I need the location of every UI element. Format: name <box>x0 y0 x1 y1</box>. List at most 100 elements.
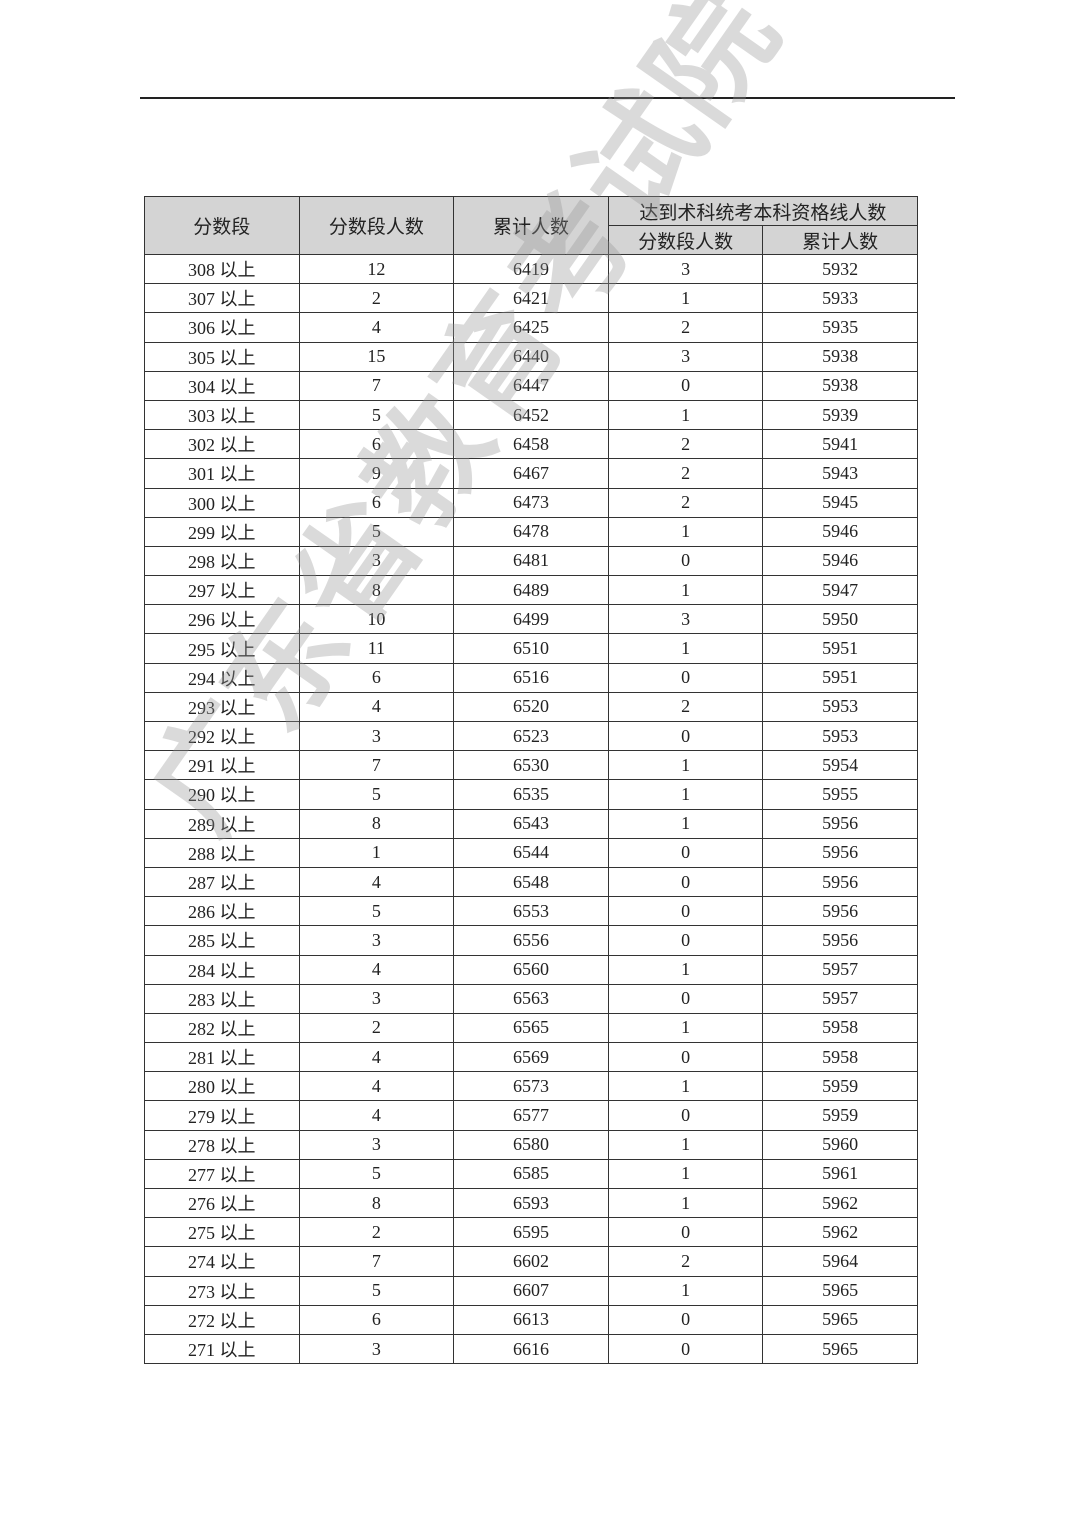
qualified-range-count-cell: 0 <box>607 662 764 693</box>
qualified-cumulative-cell: 5945 <box>762 487 918 518</box>
score-range-cell: 294 以上 <box>144 662 300 693</box>
qualified-range-count-cell: 0 <box>607 370 764 401</box>
score-range-cell: 290 以上 <box>144 779 300 810</box>
score-range-cell: 305 以上 <box>144 341 300 372</box>
qualified-range-count-cell: 0 <box>607 866 764 898</box>
score-range-cell: 287 以上 <box>144 866 300 898</box>
table-row: 290 以上 5 6535 1 5955 <box>144 779 918 810</box>
qualified-cumulative-cell: 5965 <box>762 1304 918 1335</box>
range-count-cell: 8 <box>298 575 455 606</box>
cumulative-count-cell: 6602 <box>453 1246 609 1277</box>
range-count-cell: 2 <box>298 283 455 314</box>
qualified-cumulative-cell: 5946 <box>762 516 918 547</box>
score-range-cell: 285 以上 <box>144 925 300 956</box>
cumulative-count-cell: 6616 <box>453 1333 609 1365</box>
table-row: 284 以上 4 6560 1 5957 <box>144 954 918 985</box>
qualified-range-count-cell: 2 <box>607 312 764 343</box>
score-range-cell: 286 以上 <box>144 896 300 927</box>
range-count-cell: 1 <box>298 837 455 868</box>
score-range-cell: 298 以上 <box>144 545 300 577</box>
range-count-cell: 4 <box>298 866 455 898</box>
qualified-range-count-cell: 1 <box>607 1158 764 1190</box>
qualified-range-count-cell: 1 <box>607 1012 764 1044</box>
table-row: 279 以上 4 6577 0 5959 <box>144 1100 918 1131</box>
table-row: 300 以上 6 6473 2 5945 <box>144 487 918 518</box>
qualified-range-count-cell: 1 <box>607 1129 764 1160</box>
score-range-cell: 274 以上 <box>144 1246 300 1277</box>
range-count-cell: 11 <box>298 633 455 664</box>
score-range-cell: 292 以上 <box>144 720 300 752</box>
qualified-cumulative-cell: 5956 <box>762 808 918 839</box>
score-range-cell: 275 以上 <box>144 1217 300 1248</box>
table-row: 273 以上 5 6607 1 5965 <box>144 1275 918 1306</box>
cumulative-count-cell: 6535 <box>453 779 609 810</box>
cumulative-count-cell: 6577 <box>453 1100 609 1131</box>
cumulative-count-cell: 6520 <box>453 691 609 723</box>
table-row: 307 以上 2 6421 1 5933 <box>144 283 918 314</box>
range-count-cell: 7 <box>298 370 455 401</box>
table-body: 308 以上 12 6419 3 5932 307 以上 2 6421 1 5933 306 以上 4… <box>144 253 918 1365</box>
table-row: 299 以上 5 6478 1 5946 <box>144 516 918 547</box>
cumulative-count-cell: 6548 <box>453 866 609 898</box>
qualified-cumulative-cell: 5965 <box>762 1275 918 1306</box>
qualified-range-count-cell: 0 <box>607 720 764 752</box>
table-row: 291 以上 7 6530 1 5954 <box>144 750 918 781</box>
qualified-range-count-cell: 0 <box>607 1217 764 1248</box>
table-row: 292 以上 3 6523 0 5953 <box>144 720 918 752</box>
qualified-cumulative-cell: 5947 <box>762 575 918 606</box>
range-count-cell: 6 <box>298 429 455 460</box>
cumulative-count-cell: 6563 <box>453 983 609 1014</box>
table-row: 283 以上 3 6563 0 5957 <box>144 983 918 1014</box>
cumulative-count-cell: 6565 <box>453 1012 609 1044</box>
table-row: 271 以上 3 6616 0 5965 <box>144 1333 918 1365</box>
cumulative-count-cell: 6593 <box>453 1187 609 1219</box>
table-row: 304 以上 7 6447 0 5938 <box>144 370 918 401</box>
qualified-cumulative-cell: 5954 <box>762 750 918 781</box>
table-row: 303 以上 5 6452 1 5939 <box>144 399 918 431</box>
table-row: 289 以上 8 6543 1 5956 <box>144 808 918 839</box>
score-range-cell: 281 以上 <box>144 1042 300 1073</box>
qualified-range-count-cell: 1 <box>607 1275 764 1306</box>
qualified-range-count-cell: 3 <box>607 604 764 635</box>
range-count-cell: 5 <box>298 896 455 927</box>
qualified-cumulative-cell: 5958 <box>762 1042 918 1073</box>
cumulative-count-cell: 6452 <box>453 399 609 431</box>
cumulative-count-cell: 6580 <box>453 1129 609 1160</box>
table-row: 294 以上 6 6516 0 5951 <box>144 662 918 693</box>
range-count-cell: 3 <box>298 720 455 752</box>
qualified-range-count-cell: 2 <box>607 458 764 489</box>
table-row: 286 以上 5 6553 0 5956 <box>144 896 918 927</box>
cumulative-count-cell: 6523 <box>453 720 609 752</box>
cumulative-count-cell: 6458 <box>453 429 609 460</box>
qualified-cumulative-cell: 5956 <box>762 896 918 927</box>
score-range-cell: 273 以上 <box>144 1275 300 1306</box>
table-row: 287 以上 4 6548 0 5956 <box>144 866 918 898</box>
range-count-cell: 9 <box>298 458 455 489</box>
qualified-cumulative-cell: 5950 <box>762 604 918 635</box>
qualified-range-count-cell: 3 <box>607 253 764 285</box>
cumulative-count-cell: 6556 <box>453 925 609 956</box>
range-count-cell: 3 <box>298 545 455 577</box>
score-range-cell: 280 以上 <box>144 1071 300 1102</box>
range-count-cell: 4 <box>298 1042 455 1073</box>
qualified-range-count-cell: 0 <box>607 1042 764 1073</box>
range-count-cell: 4 <box>298 1100 455 1131</box>
qualified-cumulative-cell: 5938 <box>762 370 918 401</box>
cumulative-count-cell: 6478 <box>453 516 609 547</box>
table-row: 288 以上 1 6544 0 5956 <box>144 837 918 868</box>
score-range-cell: 297 以上 <box>144 575 300 606</box>
table-row: 298 以上 3 6481 0 5946 <box>144 545 918 577</box>
score-range-cell: 279 以上 <box>144 1100 300 1131</box>
cumulative-count-cell: 6425 <box>453 312 609 343</box>
range-count-cell: 4 <box>298 1071 455 1102</box>
qualified-range-count-cell: 1 <box>607 633 764 664</box>
table-row: 277 以上 5 6585 1 5961 <box>144 1158 918 1190</box>
cumulative-count-cell: 6585 <box>453 1158 609 1190</box>
qualified-cumulative-cell: 5951 <box>762 633 918 664</box>
qualified-range-count-cell: 2 <box>607 691 764 723</box>
score-distribution-table: 分数段 分数段人数 累计人数 达到术科统考本科资格线人数 分数段人数 累计人数 … <box>144 196 918 1365</box>
cumulative-count-cell: 6440 <box>453 341 609 372</box>
qualified-cumulative-cell: 5932 <box>762 253 918 285</box>
score-range-cell: 291 以上 <box>144 750 300 781</box>
cumulative-count-cell: 6543 <box>453 808 609 839</box>
